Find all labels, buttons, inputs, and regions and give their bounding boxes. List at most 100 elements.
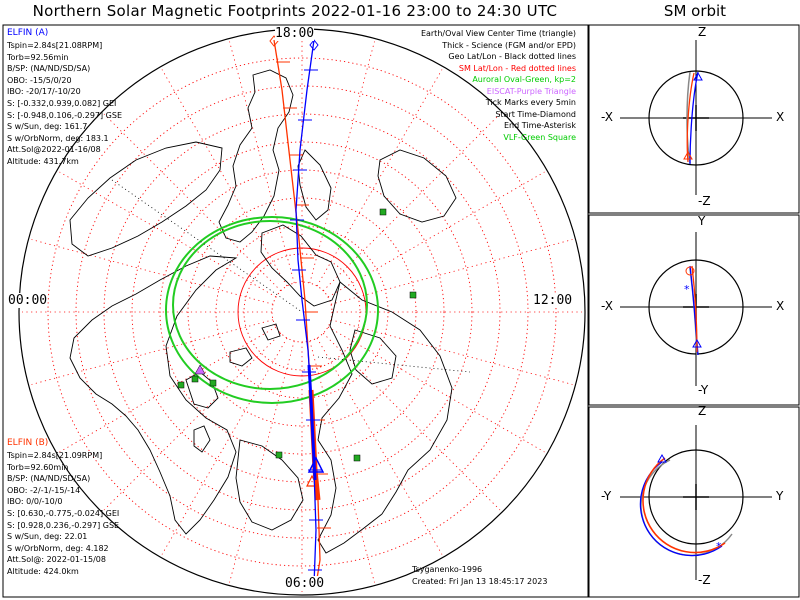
elfin-a-start-diamond bbox=[309, 39, 319, 51]
elfin-a-center-triangle bbox=[307, 456, 325, 473]
orbit-axis-label-left: -X bbox=[601, 110, 613, 124]
orbit-trace-elfin-b bbox=[642, 457, 726, 554]
legend-entry: VLF-Green Square bbox=[503, 132, 576, 142]
elfin_a-info-line: OBO: -15/5/0/20 bbox=[7, 75, 72, 85]
mlt-label-right: 12:00 bbox=[533, 293, 573, 308]
elfin_a-info-line: Altitude: 431.7km bbox=[7, 156, 79, 166]
sm-latitude-circle bbox=[131, 141, 473, 483]
elfin_a-info-line: Torb=92.56min bbox=[7, 52, 69, 62]
legend: Earth/Oval View Center Time (triangle) Th… bbox=[380, 28, 576, 143]
orbit-axis-label-right: X bbox=[776, 299, 785, 313]
legend-entry: Start Time-Diamond bbox=[495, 109, 576, 119]
elfin_b-info-line: IBO: 0/0/-10/0 bbox=[7, 497, 63, 507]
elfin-a-info: Tspin=2.84s[21.08RPM] Torb=92.56min B/SP: … bbox=[7, 40, 122, 168]
vlf-stations bbox=[177, 208, 417, 462]
elfin_b-info-line: Att.Sol@: 2022-01-15/08 bbox=[7, 555, 106, 565]
svg-text:*: * bbox=[684, 283, 690, 296]
eiscat-triangle bbox=[194, 364, 206, 375]
mlt-label-top: 18:00 bbox=[275, 26, 315, 41]
elfin_b-info-line: Altitude: 424.0km bbox=[7, 566, 79, 576]
elfin_b-info-line: S w/Sun, deg: 22.01 bbox=[7, 532, 88, 542]
elfin_b-info-line: S: [0.928,0.236,-0.297] GSE bbox=[7, 520, 120, 530]
elfin_a-info-line: S: [-0.948,0.106,-0.297] GSE bbox=[7, 110, 122, 120]
orbit-panel-xz bbox=[620, 40, 772, 195]
orbit-axis-label-top: Y bbox=[698, 214, 706, 228]
geo-dotted-line bbox=[111, 179, 303, 313]
svg-text:*: * bbox=[716, 540, 722, 553]
elfin-b-info: Tspin=2.84s[21.09RPM] Torb=92.60min B/SP: … bbox=[7, 450, 119, 578]
elfin-b-track bbox=[273, 39, 321, 586]
elfin_a-info-line: S w/OrbNorm, deg: 183.1 bbox=[7, 133, 109, 143]
legend-entry: Tick Marks every 5min bbox=[485, 98, 576, 107]
orbit-panel-xy-frame bbox=[588, 214, 800, 406]
coastline-eurasia bbox=[69, 255, 238, 535]
elfin_b-info-line: S w/OrbNorm, deg: 4.182 bbox=[7, 543, 109, 553]
vlf-square bbox=[275, 451, 283, 459]
orbit-trace-elfin-b bbox=[686, 72, 695, 163]
orbit-trace-gray bbox=[686, 71, 691, 164]
earth-circle bbox=[648, 70, 744, 166]
elfin_a-info-line: S: [-0.332,0.939,0.082] GEI bbox=[7, 98, 117, 108]
elfin_b-info-line: B/SP: (NA/ND/SD/SA) bbox=[7, 474, 91, 484]
orbit-triangle-a bbox=[693, 71, 703, 81]
mlt-label-left: 00:00 bbox=[8, 293, 48, 308]
sm-latitude-circle bbox=[187, 197, 417, 427]
coastline-iceland bbox=[229, 347, 253, 367]
geo-dotted-line bbox=[317, 356, 471, 373]
coastlines bbox=[69, 69, 457, 554]
legend-entry: End Time-Asterisk bbox=[503, 121, 576, 130]
sm-latitude-circle bbox=[243, 253, 361, 371]
vlf-square bbox=[209, 379, 217, 387]
legend-entry: SM Lat/Lon - Red dotted lines bbox=[458, 63, 576, 73]
orbit-axis-label-bottom: -Y bbox=[698, 383, 709, 397]
orbit-axis-label-right: Y bbox=[776, 489, 784, 503]
vlf-square bbox=[409, 291, 417, 299]
orbit-panel-yz: * bbox=[620, 425, 772, 580]
mlt-label-bottom: 06:00 bbox=[285, 576, 325, 591]
orbit-triangle-b bbox=[683, 150, 693, 160]
elfin_a-info-line: Tspin=2.84s[21.08RPM] bbox=[7, 41, 103, 50]
elfin-a-name: ELFIN (A) bbox=[7, 28, 49, 38]
vlf-square bbox=[379, 208, 387, 216]
coastline-europe-south bbox=[235, 439, 304, 531]
legend-entry: EISCAT-Purple Triangle bbox=[486, 86, 576, 96]
elfin-b-name: ELFIN (B) bbox=[7, 438, 49, 448]
orbit-axis-label-bottom: -Z bbox=[698, 194, 711, 208]
coastline-east-asia bbox=[69, 141, 223, 257]
orbit-axis-label-top: Z bbox=[698, 404, 707, 418]
elfin_b-info-line: S: [0.630,-0.775,-0.024] GEI bbox=[7, 508, 120, 518]
page-title: Northern Solar Magnetic Footprints 2022-… bbox=[32, 2, 558, 20]
elfin_b-info-line: OBO: -2/-1/-15/-14 bbox=[7, 485, 81, 495]
vlf-square bbox=[177, 381, 185, 389]
orbit-panel-xz-frame bbox=[588, 24, 800, 214]
orbit-axis-label-left: -Y bbox=[601, 489, 612, 503]
coastline-canada-arctic bbox=[260, 224, 341, 307]
map-frame bbox=[2, 24, 589, 598]
elfin_b-info-line: Torb=92.60min bbox=[7, 462, 69, 472]
elfin_a-info-line: Att.Sol@2022-01-16/08 bbox=[7, 145, 101, 155]
sm-latitude-circle bbox=[47, 57, 557, 567]
sm-latitude-circle bbox=[75, 85, 529, 539]
elfin_a-info-line: S w/Sun, deg: 161.7 bbox=[7, 122, 88, 132]
orbit-axis-label-right: X bbox=[776, 110, 785, 124]
elfin_b-info-line: Tspin=2.84s[21.09RPM] bbox=[7, 451, 103, 460]
orbit-axis-label-top: Z bbox=[698, 25, 707, 39]
coastline-britain bbox=[193, 425, 211, 453]
legend-entry: Auroral Oval-Green, kp=2 bbox=[472, 75, 576, 84]
coastline-hudson-bay bbox=[349, 329, 397, 385]
sm-lat-lon-grid bbox=[22, 32, 582, 592]
auroral-oval-outer bbox=[165, 216, 379, 404]
vlf-square bbox=[191, 375, 199, 383]
legend-entry: Thick - Science (FGM and/or EPD) bbox=[442, 40, 576, 50]
elfin-a-track bbox=[295, 39, 317, 586]
coastline-north-america bbox=[317, 281, 453, 554]
coastline-alaska bbox=[377, 149, 457, 223]
vlf-square bbox=[353, 454, 361, 462]
auroral-oval-inner bbox=[172, 220, 368, 390]
orbit-axis-label-left: -X bbox=[601, 299, 613, 313]
elfin_a-info-line: IBO: -20/17/-10/20 bbox=[7, 87, 81, 97]
orbit-axis-label-bottom: -Z bbox=[698, 573, 711, 587]
model-credit: Tsyganenko-1996 bbox=[412, 565, 483, 574]
